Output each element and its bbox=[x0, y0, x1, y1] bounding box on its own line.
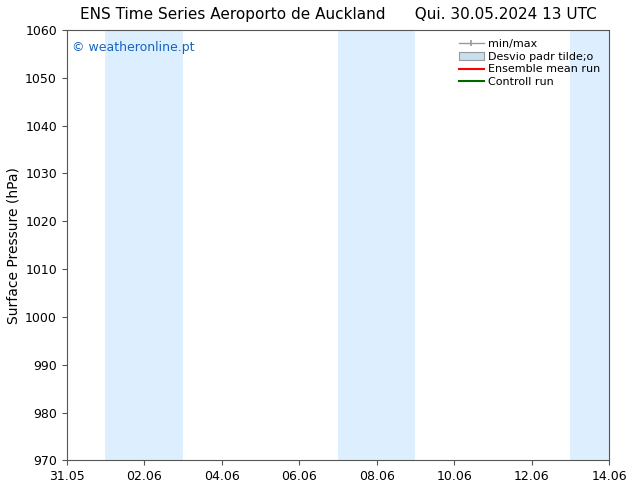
Legend: min/max, Desvio padr tilde;o, Ensemble mean run, Controll run: min/max, Desvio padr tilde;o, Ensemble m… bbox=[456, 36, 604, 91]
Y-axis label: Surface Pressure (hPa): Surface Pressure (hPa) bbox=[7, 167, 21, 323]
Text: © weatheronline.pt: © weatheronline.pt bbox=[72, 41, 195, 54]
Title: ENS Time Series Aeroporto de Auckland      Qui. 30.05.2024 13 UTC: ENS Time Series Aeroporto de Auckland Qu… bbox=[80, 7, 597, 22]
Bar bbox=[144, 30, 183, 460]
Bar bbox=[377, 30, 415, 460]
Bar bbox=[105, 30, 144, 460]
Bar bbox=[571, 30, 609, 460]
Bar bbox=[338, 30, 377, 460]
